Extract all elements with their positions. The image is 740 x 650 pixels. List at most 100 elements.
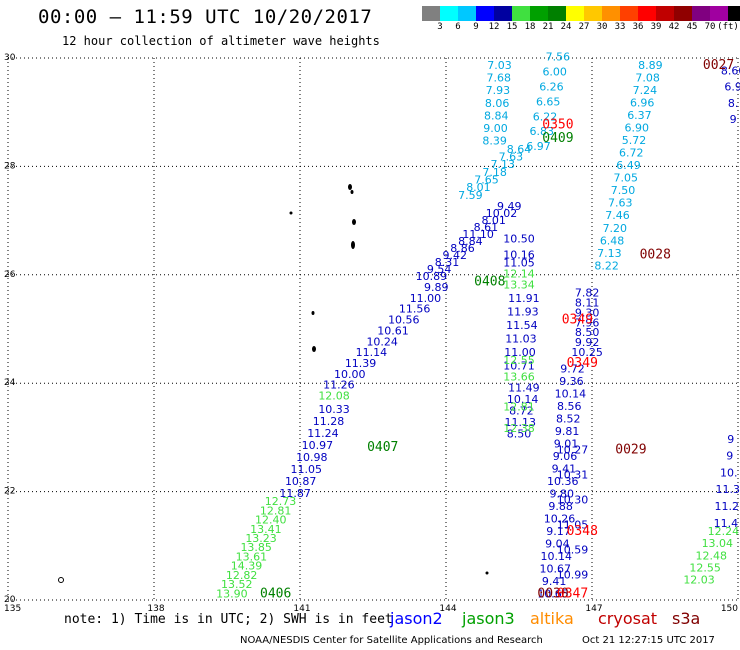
wave-height-label: 10.99 bbox=[557, 568, 589, 581]
wave-height-label: 13.41 bbox=[250, 523, 282, 536]
wave-height-label: 6.90 bbox=[624, 122, 649, 135]
wave-height-label: 10.56 bbox=[388, 314, 420, 327]
island-shape bbox=[58, 577, 64, 583]
wave-height-label: 11.56 bbox=[399, 303, 431, 316]
scale-swatch bbox=[476, 6, 494, 21]
wave-height-label: 10.50 bbox=[503, 232, 535, 245]
wave-height-label: 10.24 bbox=[366, 335, 398, 348]
scale-label: 18 bbox=[524, 22, 536, 32]
scale-swatch bbox=[494, 6, 512, 21]
wave-height-label: 7.05 bbox=[614, 172, 639, 185]
wave-height-label: 8.64 bbox=[507, 143, 532, 156]
wave-height-label: 12.55 bbox=[689, 562, 721, 575]
wave-height-label: 10.33 bbox=[318, 403, 350, 416]
scale-swatch bbox=[638, 6, 656, 21]
pass-number-label: 0029 bbox=[615, 443, 646, 458]
scale-label: 27 bbox=[578, 22, 590, 32]
wave-height-label: 13.66 bbox=[503, 370, 535, 383]
wave-height-label: 12.14 bbox=[503, 268, 535, 281]
wave-height-label: 7.13 bbox=[597, 247, 622, 260]
wave-height-label: 6.96 bbox=[630, 96, 655, 109]
wave-height-label: 9.88 bbox=[548, 500, 573, 513]
wave-height-label: 13.61 bbox=[236, 550, 268, 563]
lon-tick-label: 141 bbox=[293, 604, 310, 614]
wave-height-label: 8.61 bbox=[474, 221, 499, 234]
wave-height-label: 10.89 bbox=[416, 270, 448, 283]
wave-height-label: 10.36 bbox=[547, 475, 579, 488]
island-shape bbox=[485, 571, 489, 575]
wave-height-label: 10.67 bbox=[539, 562, 571, 575]
wave-height-label: 11.05 bbox=[291, 463, 323, 476]
wave-height-label: 10.65 bbox=[537, 587, 569, 600]
scale-swatch bbox=[512, 6, 530, 21]
satellite-legend-jason2: jason2 bbox=[390, 609, 443, 628]
wave-height-label: 10.87 bbox=[285, 475, 317, 488]
wave-height-label: 9 bbox=[726, 450, 733, 463]
wave-height-label: 11.49 bbox=[508, 381, 540, 394]
wave-height-label: 7.20 bbox=[603, 222, 628, 235]
wave-height-label: 8.22 bbox=[594, 259, 619, 272]
wave-height-label: 11.2 bbox=[715, 500, 740, 513]
satellite-legend-jason3: jason3 bbox=[462, 609, 515, 628]
wave-height-label: 11.00 bbox=[504, 346, 536, 359]
wave-height-label: 10.59 bbox=[557, 543, 589, 556]
wave-height-label: 9.36 bbox=[559, 375, 584, 388]
wave-height-label: 10.27 bbox=[557, 444, 589, 457]
wave-height-label: 13.34 bbox=[503, 278, 535, 291]
pass-number-label: 0350 bbox=[542, 117, 573, 132]
wave-height-label: 11.4 bbox=[714, 517, 739, 530]
wave-height-label: 7.13 bbox=[491, 158, 516, 171]
scale-label: 30 bbox=[596, 22, 608, 32]
color-scale-bar bbox=[422, 6, 740, 21]
wave-height-label: 9.81 bbox=[555, 425, 580, 438]
wave-height-label: 6.37 bbox=[627, 109, 652, 122]
wave-height-label: 8.72 bbox=[509, 404, 534, 417]
scale-label: 39 bbox=[650, 22, 662, 32]
wave-height-label: 7.63 bbox=[499, 151, 524, 164]
wave-height-label: 12.81 bbox=[503, 400, 535, 413]
wave-height-label: 9.01 bbox=[554, 437, 579, 450]
wave-height-label: 11.05 bbox=[557, 518, 589, 531]
scale-swatch bbox=[530, 6, 548, 21]
wave-height-label: 13.85 bbox=[240, 541, 272, 554]
wave-height-label: 9.54 bbox=[427, 263, 452, 276]
wave-height-label: 10.14 bbox=[541, 550, 573, 563]
wave-height-label: 10.14 bbox=[555, 387, 587, 400]
wave-height-label: 11.28 bbox=[313, 415, 345, 428]
wave-height-label: 11.26 bbox=[323, 379, 355, 392]
wave-height-label: 11.54 bbox=[506, 319, 538, 332]
scale-label: 24 bbox=[560, 22, 572, 32]
pass-number-label: 0408 bbox=[474, 275, 505, 290]
wave-height-label: 10.25 bbox=[571, 346, 603, 359]
scale-swatch bbox=[674, 6, 692, 21]
lon-tick-label: 150 bbox=[721, 604, 738, 614]
scale-label: (ft) bbox=[717, 22, 739, 32]
wave-height-label: 9 bbox=[727, 433, 734, 446]
scale-swatch bbox=[602, 6, 620, 21]
wave-height-label: 8.31 bbox=[435, 256, 460, 269]
wave-height-label: 10.31 bbox=[557, 469, 589, 482]
lat-tick-label: 22 bbox=[4, 487, 15, 497]
island-shape bbox=[289, 211, 293, 215]
wave-height-label: 9 bbox=[730, 113, 737, 126]
wave-height-label: 11.87 bbox=[279, 487, 311, 500]
scale-swatch bbox=[620, 6, 638, 21]
wave-height-label: 6.65 bbox=[536, 95, 561, 108]
lon-tick-label: 144 bbox=[439, 604, 456, 614]
island-shape bbox=[351, 241, 355, 249]
footer-timestamp: Oct 21 12:27:15 UTC 2017 bbox=[582, 635, 715, 646]
pass-number-label: 0406 bbox=[260, 586, 291, 601]
scale-label: 12 bbox=[488, 22, 500, 32]
wave-height-label: 14.39 bbox=[231, 560, 263, 573]
footer-credit: NOAA/NESDIS Center for Satellite Applica… bbox=[240, 635, 543, 646]
wave-height-label: 10.16 bbox=[503, 249, 535, 262]
island-shape bbox=[352, 219, 356, 225]
satellite-legend-altika: altika bbox=[530, 609, 574, 628]
scale-swatch bbox=[710, 6, 728, 21]
wave-height-label: 7.82 bbox=[575, 286, 600, 299]
lat-tick-label: 20 bbox=[4, 595, 16, 605]
wave-height-label: 12.03 bbox=[683, 574, 715, 587]
wave-height-label: 13.90 bbox=[216, 587, 248, 600]
wave-height-label: 11.3 bbox=[716, 483, 740, 496]
